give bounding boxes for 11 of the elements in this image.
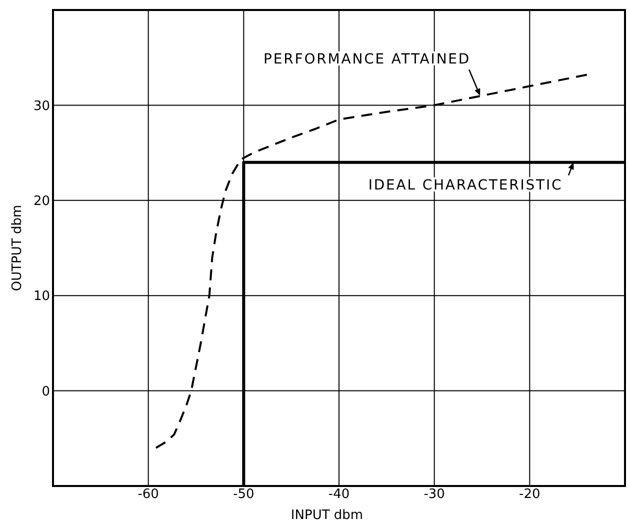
x-tick-label: -40 <box>328 487 350 502</box>
y-tick-label: 0 <box>42 384 50 400</box>
y-axis-title: OUTPUT dbm <box>10 204 24 292</box>
y-tick-label: 10 <box>33 289 50 304</box>
x-tick-label: -20 <box>519 487 540 502</box>
x-tick-label: -50 <box>233 487 254 502</box>
x-tick-label: -30 <box>424 487 445 502</box>
y-tick-label: 30 <box>33 98 50 114</box>
x-tick-label: -60 <box>138 487 159 502</box>
y-tick-label: 20 <box>33 194 50 210</box>
x-axis-title: INPUT dbm <box>290 508 364 523</box>
